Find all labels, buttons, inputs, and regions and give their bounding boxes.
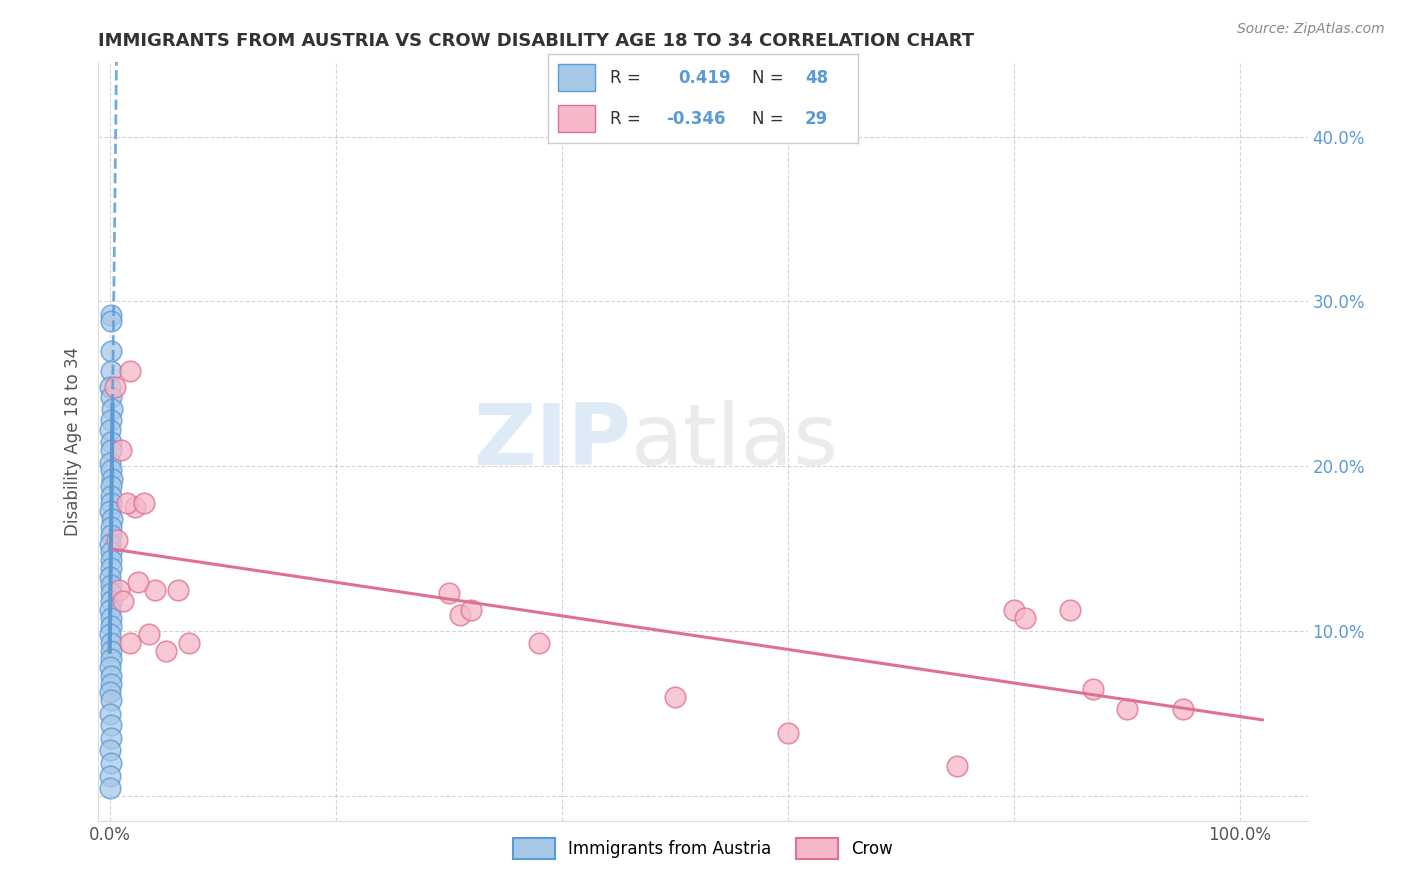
Point bbox=[100, 586, 122, 600]
Point bbox=[100, 668, 122, 682]
Text: ZIP: ZIP bbox=[472, 400, 630, 483]
Point bbox=[110, 442, 132, 457]
Point bbox=[112, 594, 135, 608]
Point bbox=[100, 314, 122, 328]
Point bbox=[100, 462, 122, 476]
Text: N =: N = bbox=[752, 110, 785, 128]
Point bbox=[100, 553, 122, 567]
Point bbox=[98, 380, 121, 394]
Point bbox=[1081, 681, 1104, 696]
Point bbox=[1115, 701, 1137, 715]
Text: 48: 48 bbox=[806, 69, 828, 87]
Y-axis label: Disability Age 18 to 34: Disability Age 18 to 34 bbox=[65, 347, 83, 536]
Point bbox=[177, 635, 200, 649]
Point bbox=[100, 561, 122, 575]
Point bbox=[946, 759, 969, 773]
Point bbox=[98, 685, 121, 699]
Point bbox=[100, 594, 122, 608]
Point bbox=[155, 644, 177, 658]
Point bbox=[664, 690, 686, 704]
Point bbox=[100, 693, 122, 707]
Text: IMMIGRANTS FROM AUSTRIA VS CROW DISABILITY AGE 18 TO 34 CORRELATION CHART: IMMIGRANTS FROM AUSTRIA VS CROW DISABILI… bbox=[98, 32, 974, 50]
Text: 29: 29 bbox=[806, 110, 828, 128]
Point bbox=[1014, 611, 1036, 625]
Text: atlas: atlas bbox=[630, 400, 838, 483]
Point bbox=[100, 434, 122, 449]
Point bbox=[98, 627, 121, 641]
Point bbox=[98, 660, 121, 674]
Point bbox=[100, 390, 122, 404]
Point bbox=[98, 423, 121, 437]
FancyBboxPatch shape bbox=[558, 105, 595, 132]
Point bbox=[98, 570, 121, 584]
Point bbox=[527, 635, 550, 649]
Point bbox=[100, 495, 122, 509]
Point bbox=[100, 343, 122, 358]
Point bbox=[100, 652, 122, 666]
Point bbox=[100, 731, 122, 746]
Point bbox=[166, 582, 188, 597]
Point bbox=[776, 726, 799, 740]
Point bbox=[98, 706, 121, 721]
Point bbox=[100, 364, 122, 378]
Point bbox=[100, 635, 122, 649]
Point bbox=[101, 401, 124, 416]
Text: -0.346: -0.346 bbox=[666, 110, 725, 128]
Point bbox=[100, 611, 122, 625]
FancyBboxPatch shape bbox=[558, 64, 595, 91]
Point bbox=[100, 644, 122, 658]
Point bbox=[107, 582, 129, 597]
Text: Source: ZipAtlas.com: Source: ZipAtlas.com bbox=[1237, 22, 1385, 37]
Point bbox=[100, 756, 122, 770]
Point bbox=[98, 537, 121, 551]
Point bbox=[100, 473, 122, 487]
Point bbox=[100, 545, 122, 559]
Point bbox=[460, 602, 482, 616]
Text: R =: R = bbox=[610, 110, 641, 128]
Point bbox=[100, 479, 122, 493]
Point bbox=[100, 413, 122, 427]
Point bbox=[127, 574, 149, 589]
Point bbox=[98, 504, 121, 518]
Point bbox=[98, 780, 121, 795]
Point bbox=[1059, 602, 1081, 616]
Point bbox=[100, 528, 122, 542]
Point bbox=[98, 602, 121, 616]
Point bbox=[100, 308, 122, 322]
Point bbox=[132, 495, 155, 509]
Point bbox=[100, 578, 122, 592]
Point bbox=[100, 520, 122, 534]
Point bbox=[124, 500, 146, 515]
Point bbox=[437, 586, 460, 600]
Point bbox=[120, 635, 142, 649]
Point bbox=[1173, 701, 1195, 715]
Point bbox=[105, 533, 128, 548]
Text: 0.419: 0.419 bbox=[678, 69, 731, 87]
Point bbox=[100, 718, 122, 732]
Point bbox=[115, 495, 138, 509]
Point bbox=[143, 582, 166, 597]
Point bbox=[449, 607, 471, 622]
Point bbox=[100, 677, 122, 691]
Point bbox=[98, 456, 121, 470]
Point bbox=[100, 489, 122, 503]
Legend: Immigrants from Austria, Crow: Immigrants from Austria, Crow bbox=[506, 831, 900, 865]
Point bbox=[101, 512, 124, 526]
Point bbox=[98, 743, 121, 757]
Text: N =: N = bbox=[752, 69, 785, 87]
Point bbox=[104, 380, 127, 394]
Point bbox=[120, 364, 142, 378]
Text: R =: R = bbox=[610, 69, 641, 87]
Point bbox=[100, 442, 122, 457]
Point bbox=[100, 619, 122, 633]
Point bbox=[98, 769, 121, 783]
Point bbox=[1002, 602, 1025, 616]
Point bbox=[138, 627, 160, 641]
